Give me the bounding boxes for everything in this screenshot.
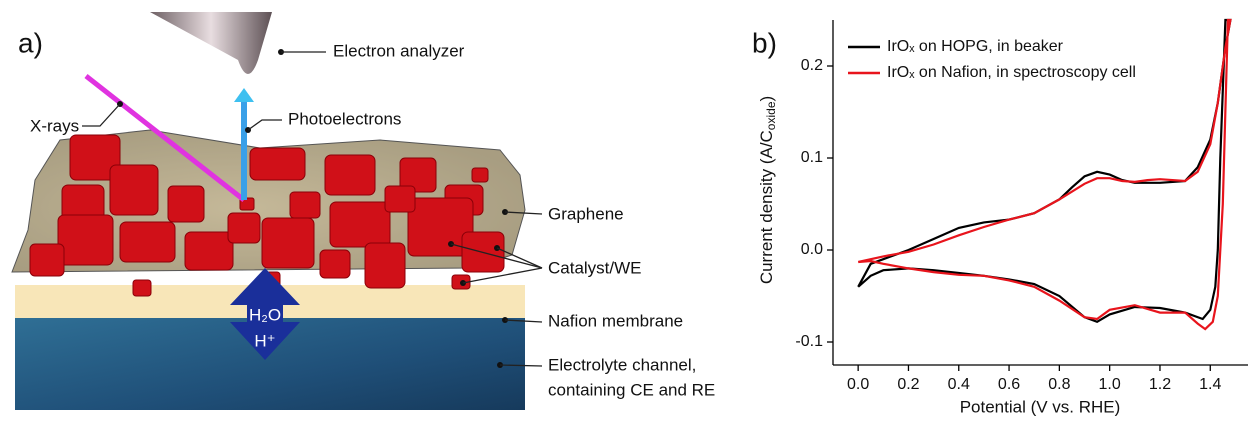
label-catalyst: Catalyst/WE <box>548 258 642 277</box>
y-axis-title-tail: ) <box>757 96 776 102</box>
catalyst-particles <box>29 134 505 297</box>
x-tick-label: 1.0 <box>1099 376 1121 393</box>
legend-label: IrOₓ on HOPG, in beaker <box>887 38 1064 55</box>
label-electrolyte: containing CE and RE <box>548 380 715 399</box>
label-photoelectrons: Photoelectrons <box>288 109 401 128</box>
x-tick-label: 0.6 <box>998 376 1020 393</box>
label-analyzer: Electron analyzer <box>333 41 465 60</box>
y-tick-label: 0.0 <box>801 241 823 258</box>
x-tick-label: 1.2 <box>1149 376 1171 393</box>
panel-label: b) <box>752 27 777 58</box>
label-proton: H⁺ <box>254 331 275 350</box>
y-tick-label: 0.1 <box>801 149 823 166</box>
schematic: a) Electron analyzer X-rays Photoelectro… <box>11 12 715 410</box>
label-water: H₂O <box>249 305 281 324</box>
xray-beam <box>84 74 246 202</box>
analyzer-cone <box>150 12 272 74</box>
y-tick-label: 0.2 <box>801 57 823 74</box>
photoelectron-arrow <box>234 88 254 102</box>
x-tick-label: 0.2 <box>897 376 919 393</box>
cv-chart: b) Potential (V vs. RHE) Current density… <box>752 18 1248 416</box>
x-axis-title: Potential (V vs. RHE) <box>960 397 1121 416</box>
x-tick-label: 0.4 <box>948 376 970 393</box>
legend-label: IrOₓ on Nafion, in spectroscopy cell <box>887 64 1136 81</box>
x-tick-label: 0.0 <box>847 376 869 393</box>
y-tick-label: -0.1 <box>795 333 823 350</box>
panel-label: a) <box>18 27 43 58</box>
exchange-arrow <box>230 268 300 360</box>
cv-curve <box>857 18 1232 331</box>
label-electrolyte: Electrolyte channel, <box>548 355 696 374</box>
label-nafion: Nafion membrane <box>548 311 683 330</box>
y-axis-title-sub: oxide <box>764 101 778 130</box>
x-tick-label: 0.8 <box>1048 376 1070 393</box>
x-tick-label: 1.4 <box>1199 376 1221 393</box>
label-graphene: Graphene <box>548 204 624 223</box>
leader-lines <box>82 49 543 368</box>
electrolyte-block <box>15 318 525 410</box>
y-axis-title: Current density (A/Coxide) <box>757 96 778 284</box>
label-xrays: X-rays <box>30 116 79 135</box>
y-axis-title-text: Current density (A/C <box>757 130 776 284</box>
